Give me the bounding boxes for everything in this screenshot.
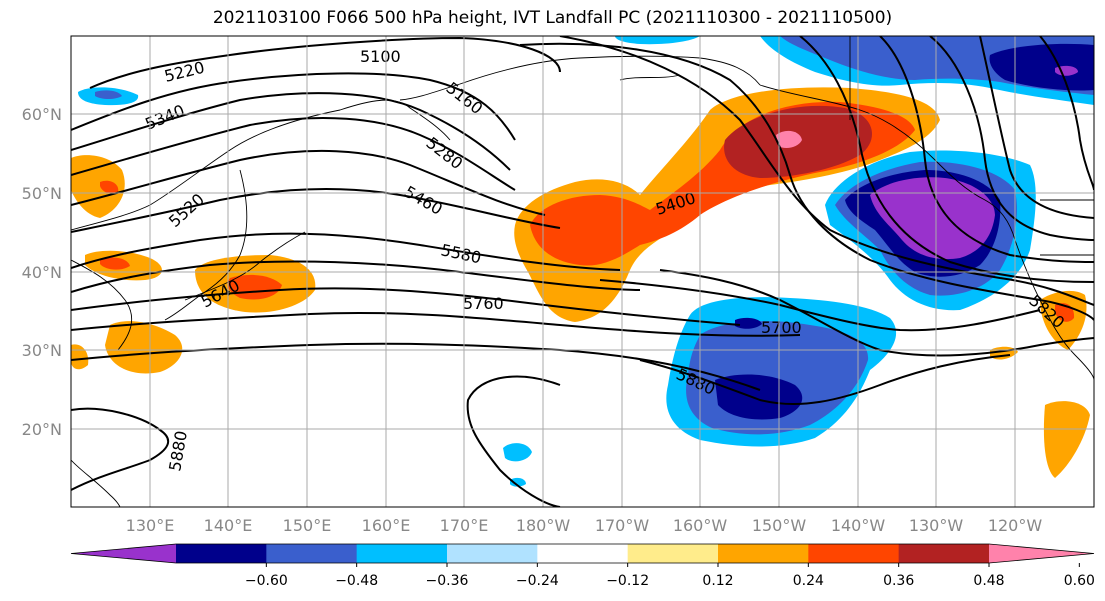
longitude-labels: 130°E 140°E 150°E 160°E 170°E 180°W 170°… (126, 516, 1043, 535)
colorbar-segment (718, 544, 809, 563)
map-panel: 5100 5220 5160 5340 5280 5520 5460 5400 … (71, 36, 1094, 507)
colorbar-segment (71, 544, 176, 563)
lon-label: 180°W (516, 516, 571, 535)
colorbar-tick-label: 0.24 (793, 573, 824, 589)
lat-label: 60°N (22, 105, 62, 124)
lat-label: 40°N (22, 263, 62, 282)
map-frame (70, 35, 1095, 508)
contour-label: 5100 (360, 47, 401, 66)
lat-label: 30°N (22, 341, 62, 360)
lon-label: 120°W (988, 516, 1043, 535)
lat-label: 20°N (22, 420, 62, 439)
lon-label: 140°W (831, 516, 886, 535)
colorbar-segment (266, 544, 358, 563)
lat-label: 50°N (22, 184, 62, 203)
colorbar-tick-label: −0.60 (245, 573, 288, 589)
colorbar-tick-label: 0.60 (1064, 573, 1095, 589)
contour-label: 5700 (761, 318, 802, 337)
latitude-labels: 60°N 50°N 40°N 30°N 20°N (22, 105, 62, 439)
colorbar-tick-label: −0.48 (335, 573, 378, 589)
colorbar-segment (989, 544, 1094, 563)
lon-label: 170°E (440, 516, 489, 535)
graticule (71, 36, 1094, 507)
colorbar-tick-label: −0.12 (606, 573, 649, 589)
colorbar-outline (70, 543, 1095, 564)
colorbar: −0.60 −0.48 −0.36 −0.24 −0.12 0.12 0.24 0.36 0.4… (70, 543, 1095, 589)
colorbar-tick-label: 0.48 (973, 573, 1004, 589)
colorbar-segment (447, 544, 538, 563)
lon-label: 160°E (362, 516, 411, 535)
height-contours (71, 36, 1094, 507)
contour-label: 5760 (463, 294, 504, 313)
colorbar-tick-label: 0.12 (702, 573, 733, 589)
colorbar-segment (176, 544, 267, 563)
lon-label: 170°W (595, 516, 650, 535)
lon-label: 140°E (204, 516, 253, 535)
colorbar-tick-label: −0.24 (516, 573, 559, 589)
lon-label: 130°W (909, 516, 964, 535)
lon-label: 160°W (673, 516, 728, 535)
map-title: 2021103100 F066 500 hPa height, IVT Land… (212, 8, 893, 28)
colorbar-segment (627, 544, 719, 563)
colorbar-segment (808, 544, 900, 563)
colorbar-segment (537, 544, 629, 563)
lon-label: 150°E (283, 516, 332, 535)
colorbar-tick-label: −0.36 (426, 573, 469, 589)
colorbar-segment (356, 544, 448, 563)
lon-label: 130°E (126, 516, 175, 535)
colorbar-segment (898, 544, 990, 563)
lon-label: 150°W (752, 516, 807, 535)
colorbar-tick-label: 0.36 (883, 573, 914, 589)
